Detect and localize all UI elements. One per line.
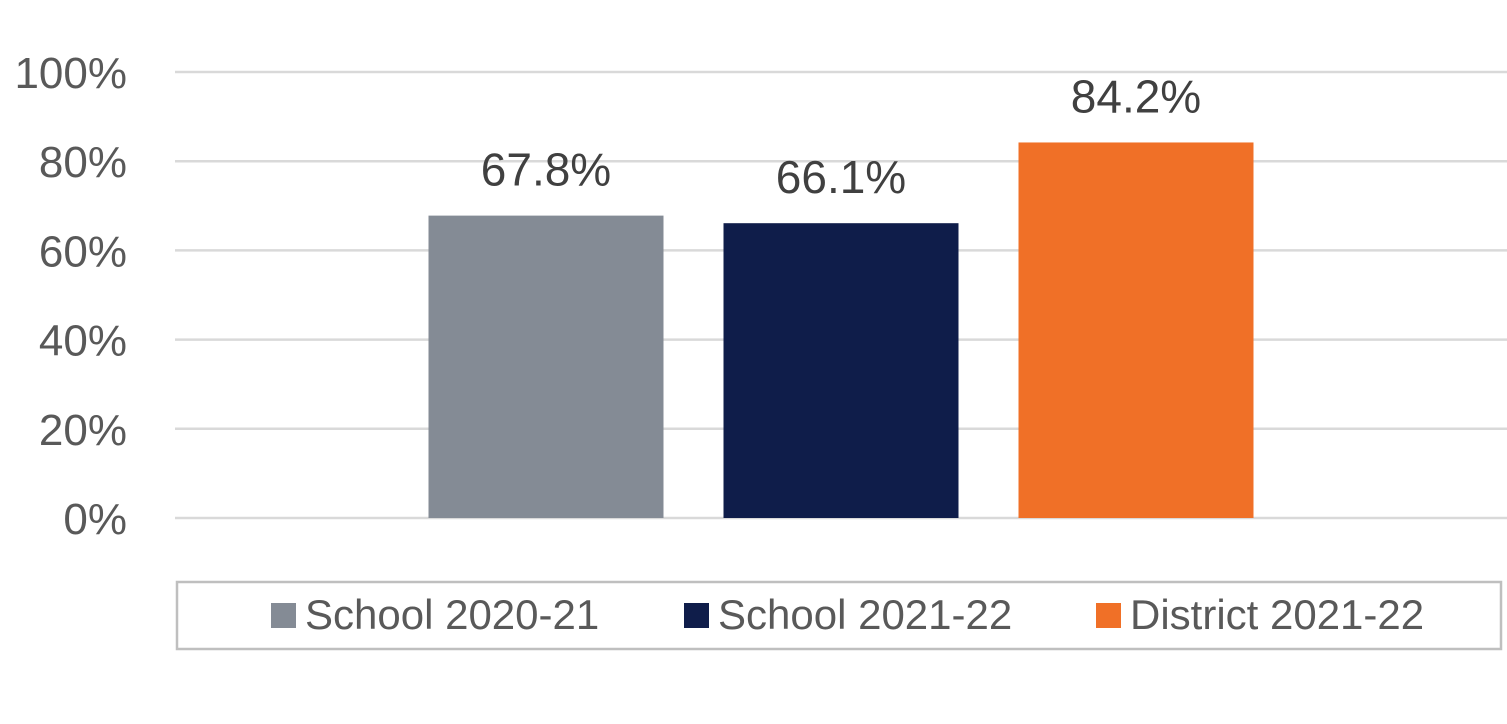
y-tick-label: 0% xyxy=(63,495,127,544)
y-tick-label: 80% xyxy=(39,138,127,187)
legend-frame xyxy=(175,580,1503,651)
data-labels: 67.8% 66.1% 84.2% xyxy=(481,70,1201,203)
legend: School 2020-21 School 2021-22 District 202… xyxy=(175,580,1503,651)
data-label: 84.2% xyxy=(1071,70,1201,122)
legend-swatch xyxy=(271,603,296,628)
y-tick-label: 20% xyxy=(39,406,127,455)
legend-label: School 2021-22 xyxy=(718,591,1012,638)
bar-0 xyxy=(428,215,664,518)
data-label: 67.8% xyxy=(481,144,611,196)
bars xyxy=(428,142,1254,518)
data-label: 66.1% xyxy=(776,151,906,203)
y-tick-label: 100% xyxy=(14,49,127,98)
y-tick-label: 40% xyxy=(39,317,127,366)
bar-2 xyxy=(1018,142,1254,518)
legend-label: School 2020-21 xyxy=(305,591,599,638)
y-axis-ticks: 0% 20% 40% 60% 80% 100% xyxy=(14,49,127,544)
legend-swatch xyxy=(1096,603,1121,628)
bar-1 xyxy=(723,223,959,518)
legend-swatch xyxy=(684,603,709,628)
legend-label: District 2021-22 xyxy=(1130,591,1424,638)
y-tick-label: 60% xyxy=(39,227,127,276)
